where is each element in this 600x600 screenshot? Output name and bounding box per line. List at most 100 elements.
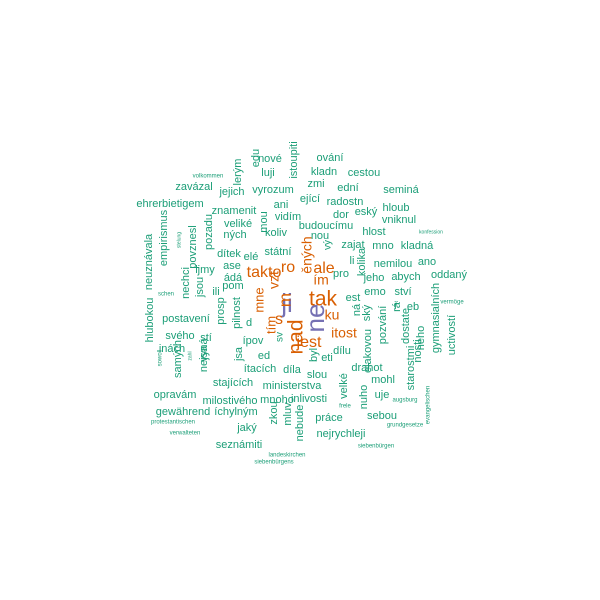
word-88: pilnost xyxy=(231,297,243,329)
word-49: hlost xyxy=(362,226,385,238)
word-65: nechci xyxy=(180,267,192,299)
word-131: frele xyxy=(339,404,351,410)
word-144: verwalteten xyxy=(170,431,201,437)
word-51: empirismus xyxy=(158,209,170,266)
word-80: pom xyxy=(222,280,243,292)
word-63: nemilou xyxy=(374,258,413,270)
word-95: svého xyxy=(165,330,194,342)
word-11: ku xyxy=(325,307,340,323)
word-8: jest xyxy=(296,334,322,351)
word-74: pro xyxy=(333,268,349,280)
word-29: jejich xyxy=(218,186,244,198)
word-18: nové xyxy=(258,153,282,165)
word-73: ádá xyxy=(224,272,243,284)
word-41: vidím xyxy=(275,211,301,223)
word-84: eb xyxy=(407,301,419,313)
word-52: pozadu xyxy=(203,214,215,250)
word-61: státní xyxy=(265,246,292,258)
word-137: práce xyxy=(315,412,343,424)
word-10: ím xyxy=(313,272,329,288)
word-83: gymnasialních xyxy=(430,283,442,353)
word-21: kladn xyxy=(311,166,337,178)
word-60: elé xyxy=(244,251,259,263)
word-127: milostivého xyxy=(202,395,257,407)
word-5: ale xyxy=(313,260,334,277)
word-28: zavázal xyxy=(175,181,212,193)
word-96: stí xyxy=(200,332,212,344)
word-23: edu xyxy=(250,149,262,167)
word-42: vniknul xyxy=(382,214,416,226)
word-58: povznesl xyxy=(187,225,199,268)
word-15: ěných xyxy=(299,236,315,273)
word-102: inách xyxy=(159,343,185,355)
word-62: vý xyxy=(323,240,334,250)
word-43: veliké xyxy=(224,218,252,230)
word-50: konfession xyxy=(419,229,443,235)
word-129: inlivosti xyxy=(291,393,327,405)
word-112: samých xyxy=(172,340,184,378)
word-91: ský xyxy=(361,304,373,321)
word-122: mohl xyxy=(371,374,395,386)
word-121: velké xyxy=(338,373,350,399)
word-142: nejrychleji xyxy=(317,428,366,440)
word-94: hlubokou xyxy=(144,298,156,343)
word-136: zkou xyxy=(268,401,280,424)
word-27: volkommen xyxy=(193,174,224,180)
word-59: dítek xyxy=(217,248,241,260)
word-36: ani xyxy=(274,199,289,211)
word-114: nejsa xyxy=(198,345,210,372)
word-4: nad xyxy=(285,319,308,354)
word-85: ř xyxy=(394,300,398,312)
word-3: tak xyxy=(309,288,338,311)
word-146: siebenbürgen xyxy=(358,444,394,450)
word-48: nou xyxy=(311,230,329,242)
word-78: jsou xyxy=(194,277,206,298)
word-71: oddaný xyxy=(431,269,468,281)
word-106: byl xyxy=(308,348,320,362)
word-87: prosp xyxy=(215,297,227,325)
word-34: seminá xyxy=(383,184,419,196)
word-77: schen xyxy=(158,292,174,298)
word-110: neho xyxy=(415,326,427,350)
word-126: evangelischen xyxy=(426,386,432,424)
word-140: jaký xyxy=(236,422,257,434)
word-138: sebou xyxy=(367,410,397,422)
word-93: uctivostí xyxy=(446,315,458,355)
word-133: gewährend xyxy=(156,406,210,418)
word-132: augsburg xyxy=(392,398,417,404)
word-9: itost xyxy=(331,325,357,341)
word-124: ministerstva xyxy=(263,380,323,392)
word-20: istoupiti xyxy=(288,141,300,178)
word-119: stajících xyxy=(213,377,253,389)
word-117: drahot xyxy=(351,362,382,374)
word-135: mluv xyxy=(282,402,294,426)
word-1: ji xyxy=(280,288,293,318)
word-105: ed xyxy=(258,350,270,362)
word-115: ítacích xyxy=(244,363,276,375)
word-97: ípov xyxy=(243,335,264,347)
word-148: siebenbürgens xyxy=(254,460,293,466)
word-99: eti xyxy=(321,352,333,364)
word-45: mou xyxy=(258,211,270,232)
word-17: tím xyxy=(263,316,278,334)
word-16: mne xyxy=(251,287,266,312)
word-109: nosti xyxy=(412,339,424,362)
word-90: ná xyxy=(351,303,363,316)
word-64: ano xyxy=(418,256,436,268)
word-70: abych xyxy=(391,271,420,283)
word-35: ehrerbietigem xyxy=(136,198,203,210)
word-24: lerým xyxy=(232,159,244,186)
word-47: koliv xyxy=(265,227,288,239)
word-75: emo xyxy=(364,286,385,298)
word-54: mno xyxy=(372,240,393,252)
word-107: dílu xyxy=(333,345,351,357)
word-120: slou xyxy=(307,369,327,381)
word-7: takto xyxy=(247,264,282,281)
word-44: budoucímu xyxy=(299,220,353,232)
word-82: vermöge xyxy=(440,300,464,306)
word-39: eský xyxy=(355,206,378,218)
word-118: starostmi xyxy=(405,346,417,391)
word-32: radostn xyxy=(327,196,364,208)
word-46: ných xyxy=(223,229,246,241)
word-111: sowoll xyxy=(158,350,164,367)
